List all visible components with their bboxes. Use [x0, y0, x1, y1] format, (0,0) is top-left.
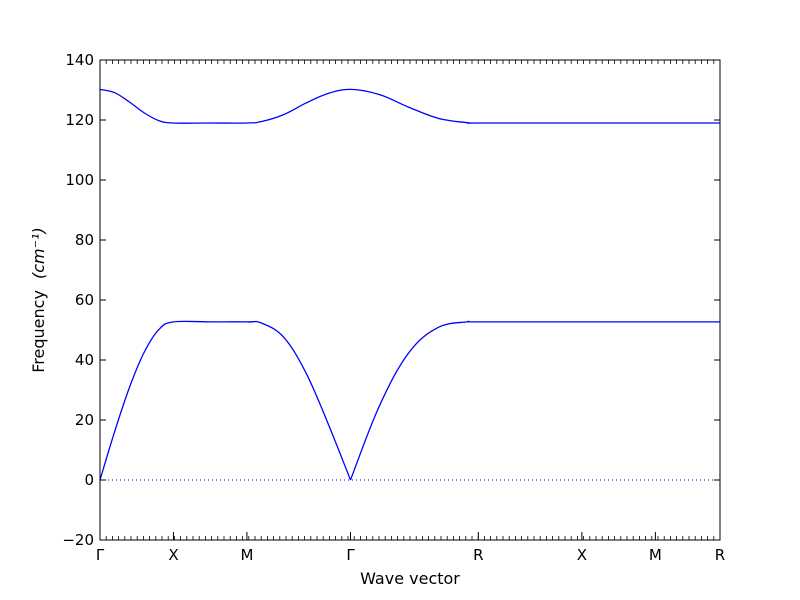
- y-tick-label: 20: [75, 411, 94, 429]
- y-tick-label: −20: [62, 531, 94, 549]
- x-tick-label: Γ: [346, 546, 355, 564]
- y-tick-label: 40: [75, 351, 94, 369]
- series-1-line-1: [99, 320, 352, 481]
- y-tick-label: 60: [75, 291, 94, 309]
- series-2-line-1: [99, 88, 720, 124]
- y-axis-label-text: Frequency: [29, 290, 48, 373]
- y-axis-label: Frequency (cm⁻¹): [29, 227, 48, 372]
- x-tick-label: M: [649, 546, 662, 564]
- y-tick-label: 100: [65, 171, 94, 189]
- plot-frame: [99, 59, 721, 541]
- x-tick-label: R: [715, 546, 725, 564]
- x-tick-label: X: [168, 546, 178, 564]
- y-tick-label: 80: [75, 231, 94, 249]
- series-1-line-2: [349, 320, 720, 481]
- x-tick-label: X: [577, 546, 587, 564]
- x-axis-label: Wave vector: [360, 569, 460, 588]
- x-tick-label: Γ: [96, 546, 105, 564]
- x-tick-label: R: [473, 546, 483, 564]
- y-tick-label: 0: [84, 471, 94, 489]
- y-tick-label: 120: [65, 111, 94, 129]
- y-tick-label: 140: [65, 51, 94, 69]
- x-tick-label: M: [240, 546, 253, 564]
- y-axis-label-unit: (cm⁻¹): [29, 227, 48, 279]
